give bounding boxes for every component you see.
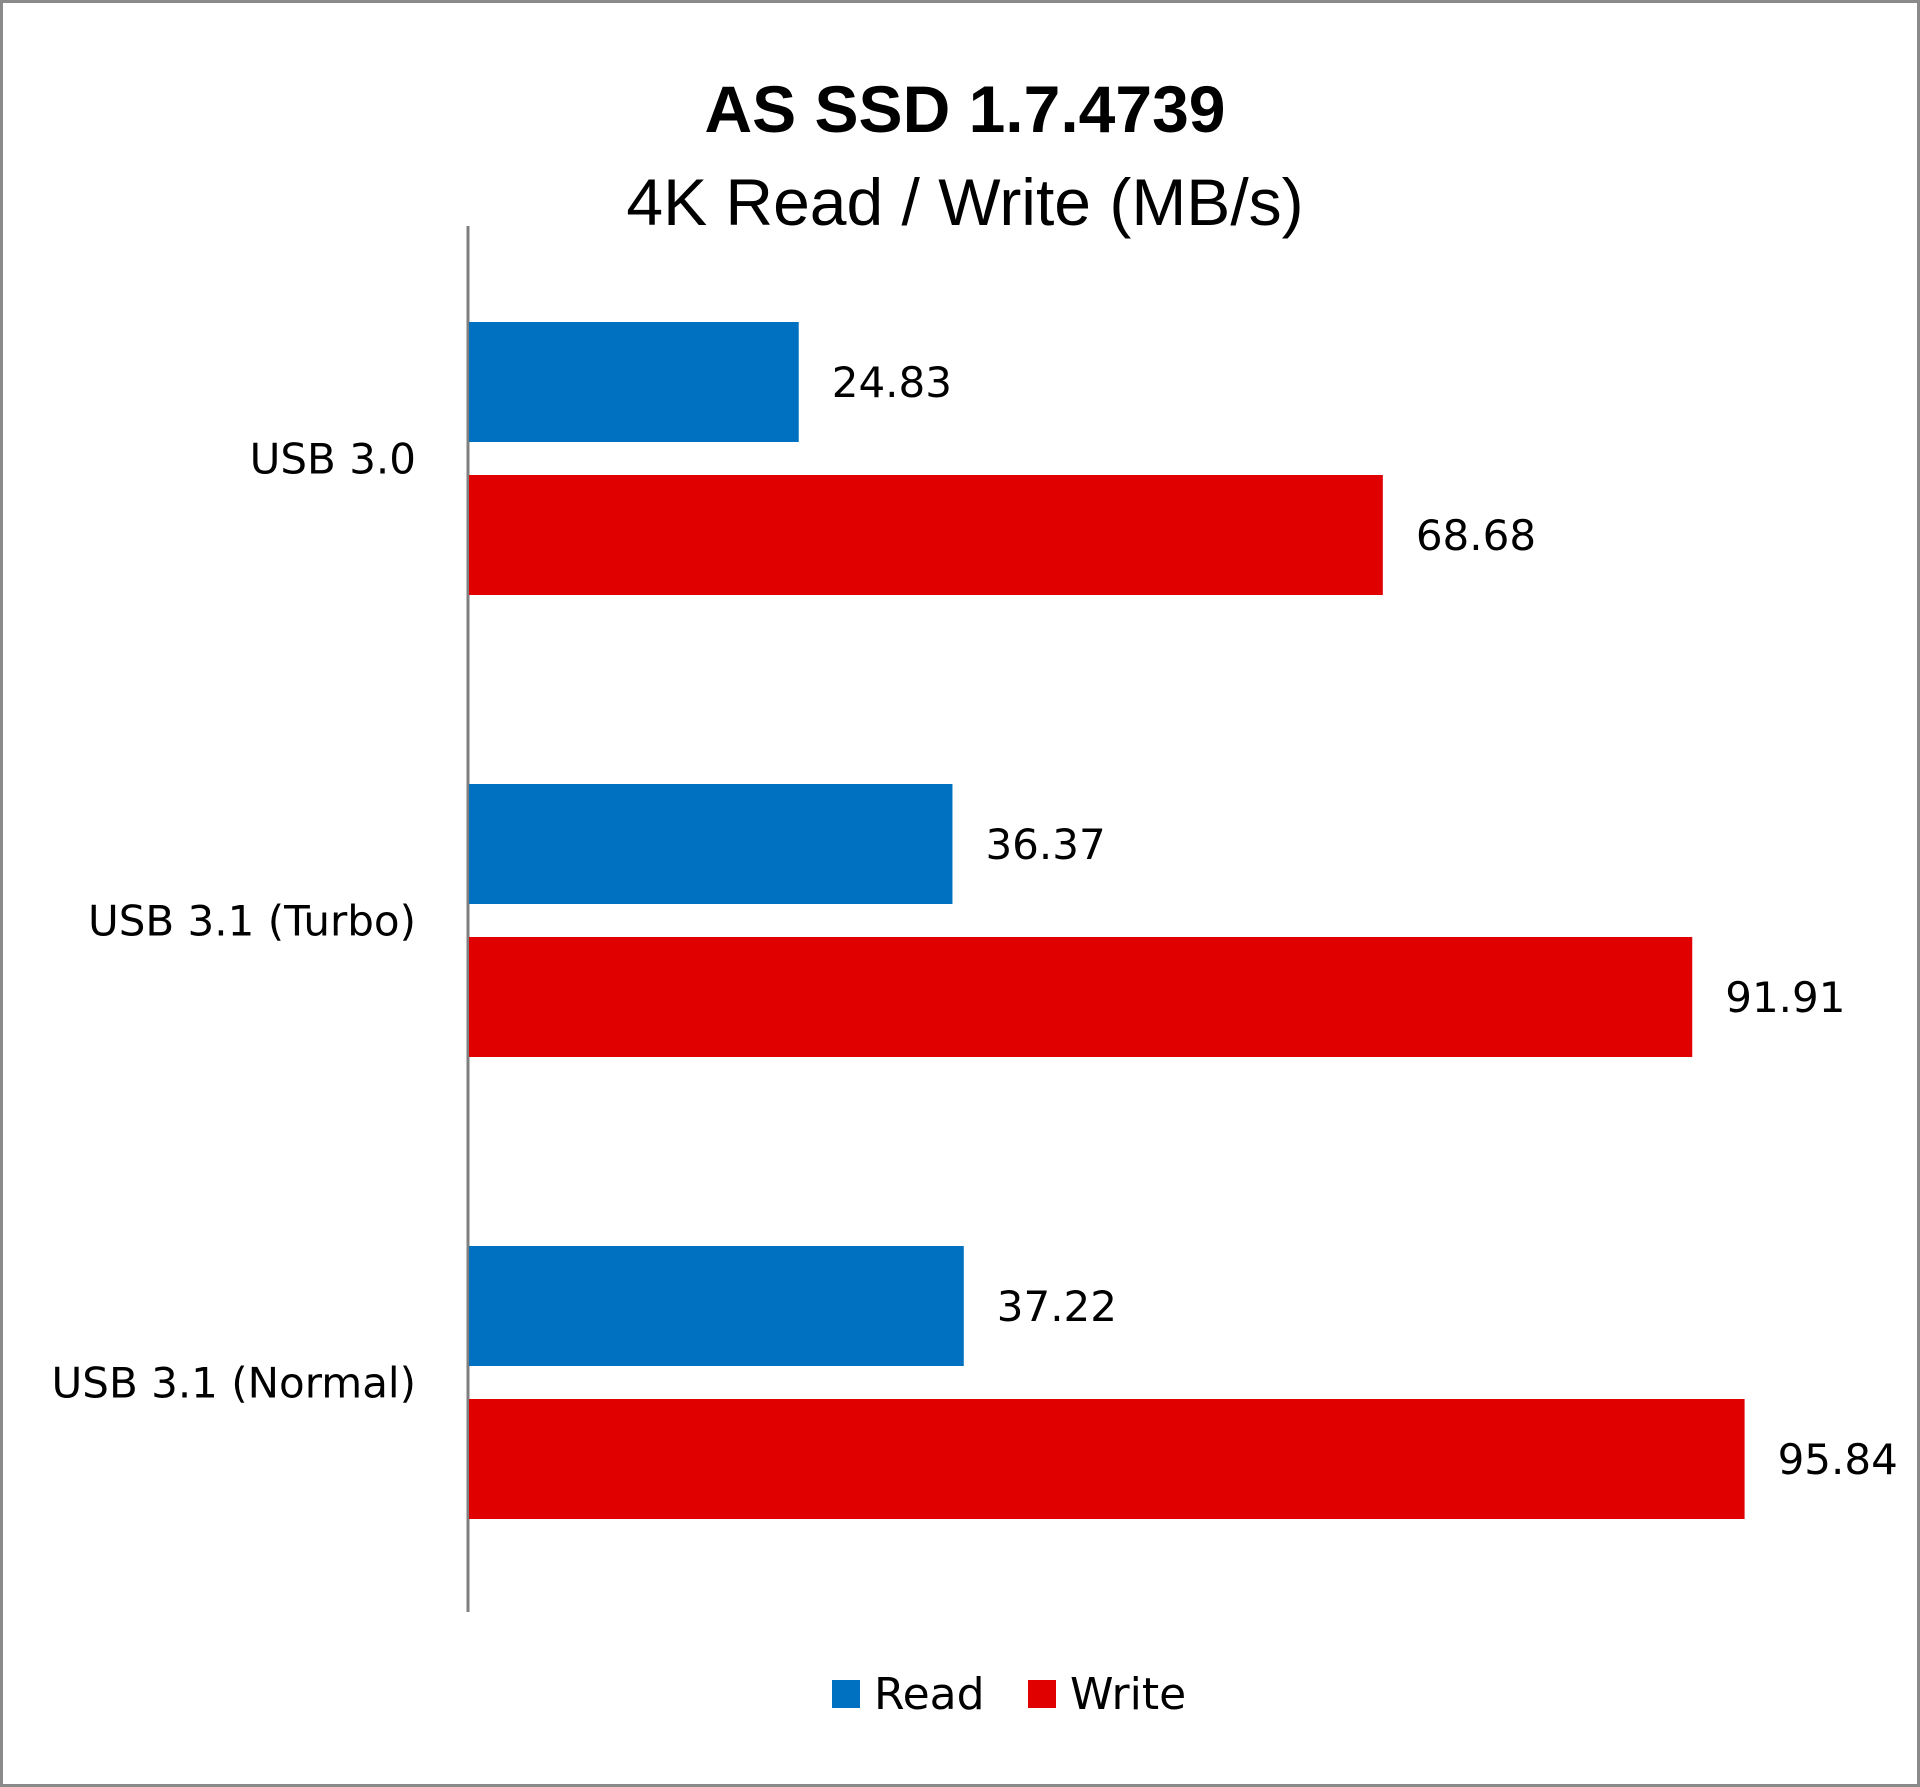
legend: Read Write: [832, 1669, 1186, 1720]
bar-write: [469, 475, 1383, 595]
data-label: 24.83: [832, 358, 952, 407]
bar-write: [469, 937, 1693, 1057]
value-labels: 24.83 68.68 36.37 91.91 37.22 95.84: [832, 358, 1898, 1484]
bar-read: [469, 1246, 964, 1366]
category-label: USB 3.1 (Normal): [52, 1359, 416, 1408]
data-label: 91.91: [1725, 973, 1845, 1022]
category-label: USB 3.0: [250, 435, 416, 484]
bar-write: [469, 1399, 1745, 1519]
legend-label: Read: [874, 1669, 985, 1720]
chart-subtitle: 4K Read / Write (MB/s): [626, 165, 1303, 239]
bar-read: [469, 784, 953, 904]
data-label: 36.37: [985, 820, 1105, 869]
chart-title: AS SSD 1.7.4739: [705, 72, 1226, 146]
data-label: 95.84: [1778, 1435, 1898, 1484]
legend-label: Write: [1070, 1669, 1186, 1720]
bar-read: [469, 322, 799, 442]
legend-swatch-read: [832, 1680, 860, 1708]
data-label: 68.68: [1416, 511, 1536, 560]
bars: [469, 322, 1745, 1519]
data-label: 37.22: [997, 1282, 1117, 1331]
legend-swatch-write: [1028, 1680, 1056, 1708]
category-label: USB 3.1 (Turbo): [88, 897, 416, 946]
category-labels: USB 3.0 USB 3.1 (Turbo) USB 3.1 (Normal): [52, 435, 416, 1408]
